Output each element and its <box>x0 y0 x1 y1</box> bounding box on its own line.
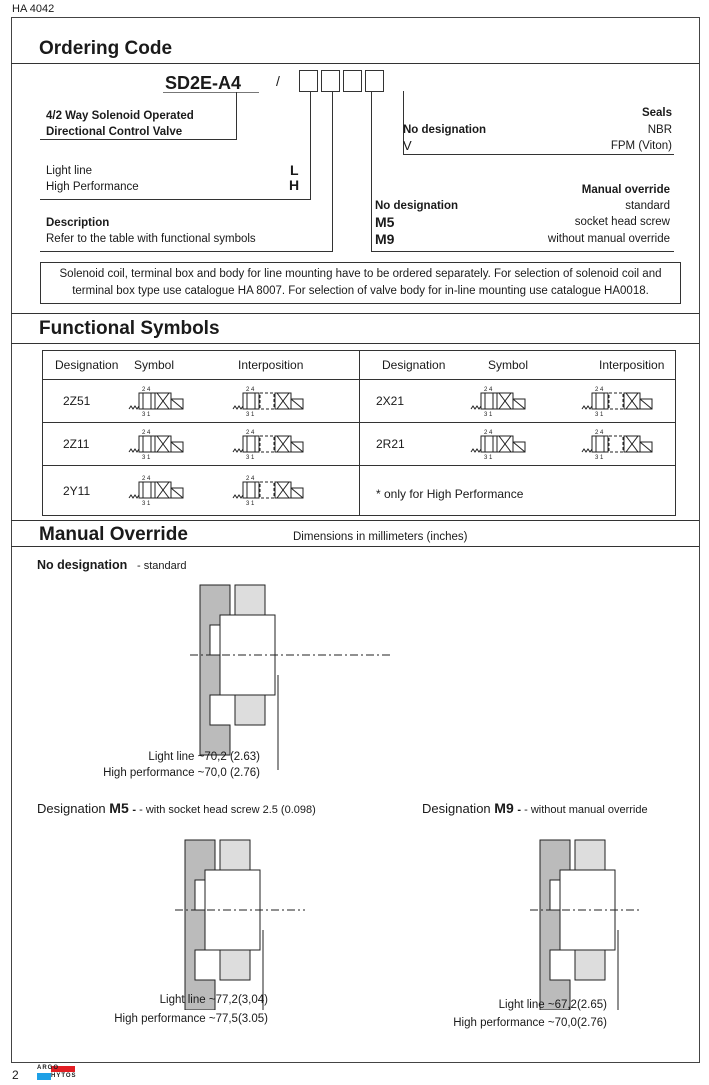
dimension-high-performance: High performance ~70,0 (2.76) <box>103 767 260 779</box>
dimension-light-line: Light line ~70,2 (2.63) <box>148 751 260 763</box>
svg-text:2 4: 2 4 <box>246 387 255 393</box>
valve-symbol-icon: 2 4 3 1 <box>470 387 526 418</box>
svg-text:2 4: 2 4 <box>484 430 493 436</box>
seal-code: No designation <box>403 124 487 136</box>
section-title-ordering-code: Ordering Code <box>39 38 173 59</box>
high-performance-code: H <box>289 177 300 193</box>
dimension-light-line: Light line ~67,2(2.65) <box>498 999 607 1011</box>
page-number: 2 <box>12 1068 19 1082</box>
svg-text:2 4: 2 4 <box>142 430 151 436</box>
svg-text:2 4: 2 4 <box>246 430 255 436</box>
valve-desc-line1: 4/2 Way Solenoid Operated <box>46 110 194 122</box>
code-underline <box>163 92 259 93</box>
units-note: Dimensions in millimeters (inches) <box>293 531 468 543</box>
valve-interposition-icon: 2 4 3 1 <box>232 476 304 507</box>
valve-symbol-icon: 2 4 3 1 <box>128 387 184 418</box>
svg-text:3 1: 3 1 <box>142 455 151 460</box>
m5-override-drawing <box>175 839 305 1010</box>
seal-code: V <box>403 138 412 153</box>
svg-text:2 4: 2 4 <box>246 476 255 482</box>
valve-interposition-icon: 2 4 3 1 <box>232 387 304 418</box>
col-header: Designation <box>42 350 126 380</box>
valve-symbol-icon: 2 4 3 1 <box>128 430 184 461</box>
col-header: Symbol <box>126 350 230 380</box>
description-title: Description <box>46 217 110 229</box>
standard-override-drawing <box>190 584 390 770</box>
code-box-3 <box>343 70 362 92</box>
override-code: M5 <box>375 214 395 230</box>
functional-symbols-table: Designation Symbol Interposition Designa… <box>42 350 676 516</box>
valve-desc-line2: Directional Control Valve <box>46 126 183 138</box>
light-line-code: L <box>290 162 299 178</box>
ordering-code: SD2E-A4 <box>165 73 242 93</box>
svg-text:2 4: 2 4 <box>484 387 493 393</box>
svg-text:3 1: 3 1 <box>142 412 151 417</box>
svg-text:3 1: 3 1 <box>484 412 493 417</box>
seals-title: Seals <box>641 107 672 119</box>
valve-interposition-icon: 2 4 3 1 <box>232 430 304 461</box>
code-box-1 <box>299 70 318 92</box>
code-box-4 <box>365 70 384 92</box>
table-row: 2Z11 2 4 3 1 2 4 3 1 2R21 2 4 3 1 2 4 3 1 <box>42 422 676 466</box>
page-frame <box>11 17 700 1063</box>
m9-heading: Designation M9 - - without manual overri… <box>422 800 648 816</box>
svg-text:2 4: 2 4 <box>595 387 604 393</box>
svg-text:2 4: 2 4 <box>142 476 151 482</box>
ordering-note: Solenoid coil, terminal box and body for… <box>40 262 681 304</box>
table-row: 2Z51 2 4 3 1 2 4 3 1 2X21 2 4 3 1 2 4 3 1 <box>42 379 676 423</box>
designation: 2Y11 <box>42 465 126 516</box>
svg-text:3 1: 3 1 <box>595 412 604 417</box>
col-header: Interposition <box>579 350 676 380</box>
table-row: 2Y11 2 4 3 1 2 4 3 1 * only for High Perfo… <box>42 465 676 516</box>
col-header: Symbol <box>468 350 579 380</box>
valve-interposition-icon: 2 4 3 1 <box>581 387 653 418</box>
dimension-high-performance: High performance ~70,0(2.76) <box>453 1017 607 1029</box>
dimension-light-line: Light line ~77,2(3,04) <box>159 994 268 1006</box>
designation: 2Z11 <box>42 422 126 466</box>
svg-text:2 4: 2 4 <box>595 430 604 436</box>
designation: 2X21 <box>359 379 468 423</box>
standard-suffix: - standard <box>137 560 187 572</box>
divider <box>11 63 699 64</box>
svg-text:3 1: 3 1 <box>142 501 151 506</box>
seal-value: NBR <box>647 124 672 136</box>
designation: 2R21 <box>359 422 468 466</box>
valve-symbol-icon: 2 4 3 1 <box>128 476 184 507</box>
valve-interposition-icon: 2 4 3 1 <box>581 430 653 461</box>
svg-text:3 1: 3 1 <box>595 455 604 460</box>
section-title-functional-symbols: Functional Symbols <box>39 318 220 339</box>
svg-text:2 4: 2 4 <box>142 387 151 393</box>
col-header: Designation <box>359 350 468 380</box>
valve-symbol-icon: 2 4 3 1 <box>470 430 526 461</box>
m9-override-drawing <box>530 839 640 1010</box>
light-line-label: Light line <box>46 165 93 177</box>
table-header-row: Designation Symbol Interposition Designa… <box>42 350 676 380</box>
high-performance-label: High Performance <box>46 181 139 193</box>
seal-value: FPM (Viton) <box>610 140 672 152</box>
override-value: standard <box>625 200 670 212</box>
override-code: M9 <box>375 231 395 247</box>
svg-text:3 1: 3 1 <box>246 412 255 417</box>
svg-text:3 1: 3 1 <box>246 501 255 506</box>
col-header: Interposition <box>230 350 360 380</box>
standard-label: No designation <box>37 558 128 572</box>
svg-text:3 1: 3 1 <box>484 455 493 460</box>
code-box-2 <box>321 70 340 92</box>
designation: 2Z51 <box>42 379 126 423</box>
footnote: * only for High Performance <box>359 465 676 516</box>
m5-heading: Designation M5 - - with socket head scre… <box>37 800 316 816</box>
doc-id: HA 4042 <box>12 3 55 15</box>
override-value: without manual override <box>547 233 670 245</box>
manual-override-title: Manual override <box>581 184 670 196</box>
override-code: No designation <box>375 200 459 212</box>
section-title-manual-override: Manual Override <box>39 524 188 545</box>
slash: / <box>276 73 280 89</box>
argo-hytos-logo: ARGO HYTOS <box>37 1065 77 1080</box>
description-text: Refer to the table with functional symbo… <box>46 233 256 245</box>
dimension-high-performance: High performance ~77,5(3.05) <box>114 1013 268 1025</box>
override-value: socket head screw <box>574 216 670 228</box>
svg-text:3 1: 3 1 <box>246 455 255 460</box>
